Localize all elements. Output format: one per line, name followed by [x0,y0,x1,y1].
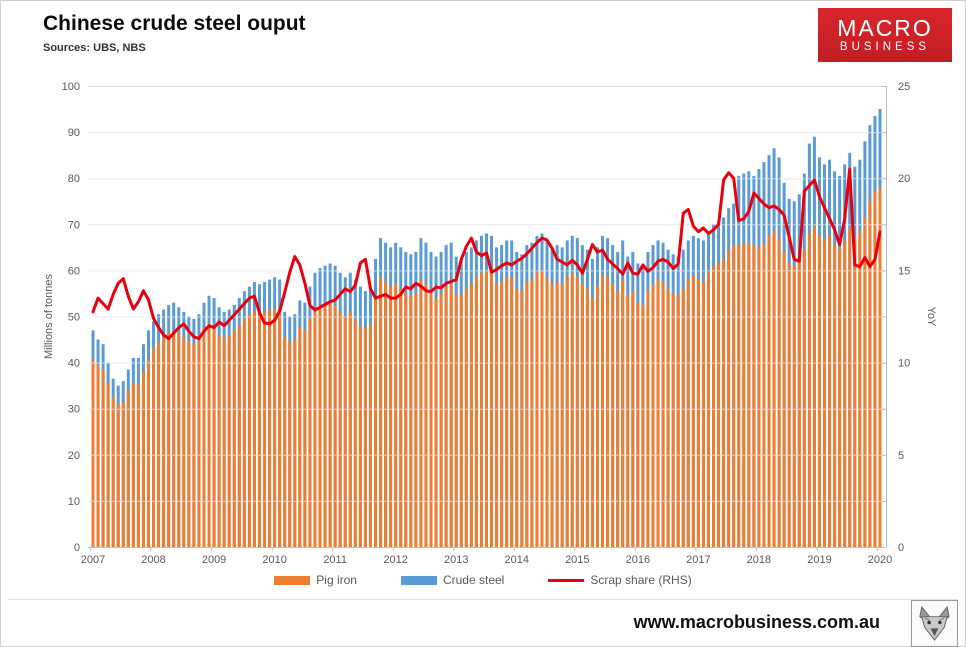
svg-text:2010: 2010 [262,554,286,566]
logo-word-macro: MACRO [837,15,933,41]
svg-text:20: 20 [68,450,80,462]
svg-text:2012: 2012 [383,554,407,566]
legend-item-crude-steel: Crude steel [400,573,505,587]
svg-text:2018: 2018 [747,554,771,566]
legend-item-pig-iron: Pig iron [274,573,357,587]
legend-label: Crude steel [442,573,505,587]
wolf-head-icon [919,605,950,641]
legend-label: Scrap share (RHS) [590,573,692,587]
svg-text:10: 10 [898,358,910,370]
crude-steel-swatch [400,575,437,585]
gridline-overlay [88,132,886,502]
chart-sources: Sources: UBS, NBS [43,42,146,54]
svg-text:2019: 2019 [807,554,831,566]
pig-iron-bars [91,187,882,548]
svg-text:15: 15 [898,265,910,277]
svg-text:2007: 2007 [81,554,105,566]
scrap-share-swatch [548,578,585,582]
svg-text:2013: 2013 [444,554,468,566]
svg-text:80: 80 [68,173,80,185]
svg-text:30: 30 [68,404,80,416]
macrobusiness-logo: MACRO BUSINESS [818,8,952,62]
svg-text:20: 20 [898,173,910,185]
svg-text:70: 70 [68,219,80,231]
scrap-share-line [91,167,882,341]
svg-text:25: 25 [898,81,910,93]
axis-tick-labels: 0 10 20 30 40 50 60 70 80 90 100 0 5 10 15 20 25 2007 2008… [62,81,911,566]
svg-text:90: 90 [68,127,80,139]
svg-text:2017: 2017 [686,554,710,566]
website-url: www.macrobusiness.com.au [633,612,880,632]
svg-text:2014: 2014 [505,554,529,566]
svg-text:2015: 2015 [565,554,589,566]
svg-text:0: 0 [898,542,904,554]
pig-iron-swatch [274,575,311,585]
svg-text:5: 5 [898,450,904,462]
right-axis-title: YoY [925,307,937,327]
wolf-logo [911,600,958,647]
svg-text:0: 0 [74,542,80,554]
chart-title: Chinese crude steel ouput [43,12,306,35]
axes [88,86,887,551]
svg-text:10: 10 [68,496,80,508]
svg-text:2008: 2008 [141,554,165,566]
svg-text:2011: 2011 [323,554,347,566]
chart-legend: Pig iron Crude steel Scrap share (RHS) [0,573,966,587]
legend-label: Pig iron [316,573,357,587]
svg-text:40: 40 [68,358,80,370]
footer-divider [8,599,958,600]
logo-word-business: BUSINESS [839,41,931,53]
svg-text:2020: 2020 [868,554,892,566]
legend-item-scrap-share: Scrap share (RHS) [548,573,692,587]
svg-text:60: 60 [68,265,80,277]
svg-text:50: 50 [68,312,80,324]
left-axis-title: Millions of tonnes [43,274,55,359]
svg-text:100: 100 [62,81,80,93]
svg-text:2009: 2009 [202,554,226,566]
svg-text:2016: 2016 [626,554,650,566]
